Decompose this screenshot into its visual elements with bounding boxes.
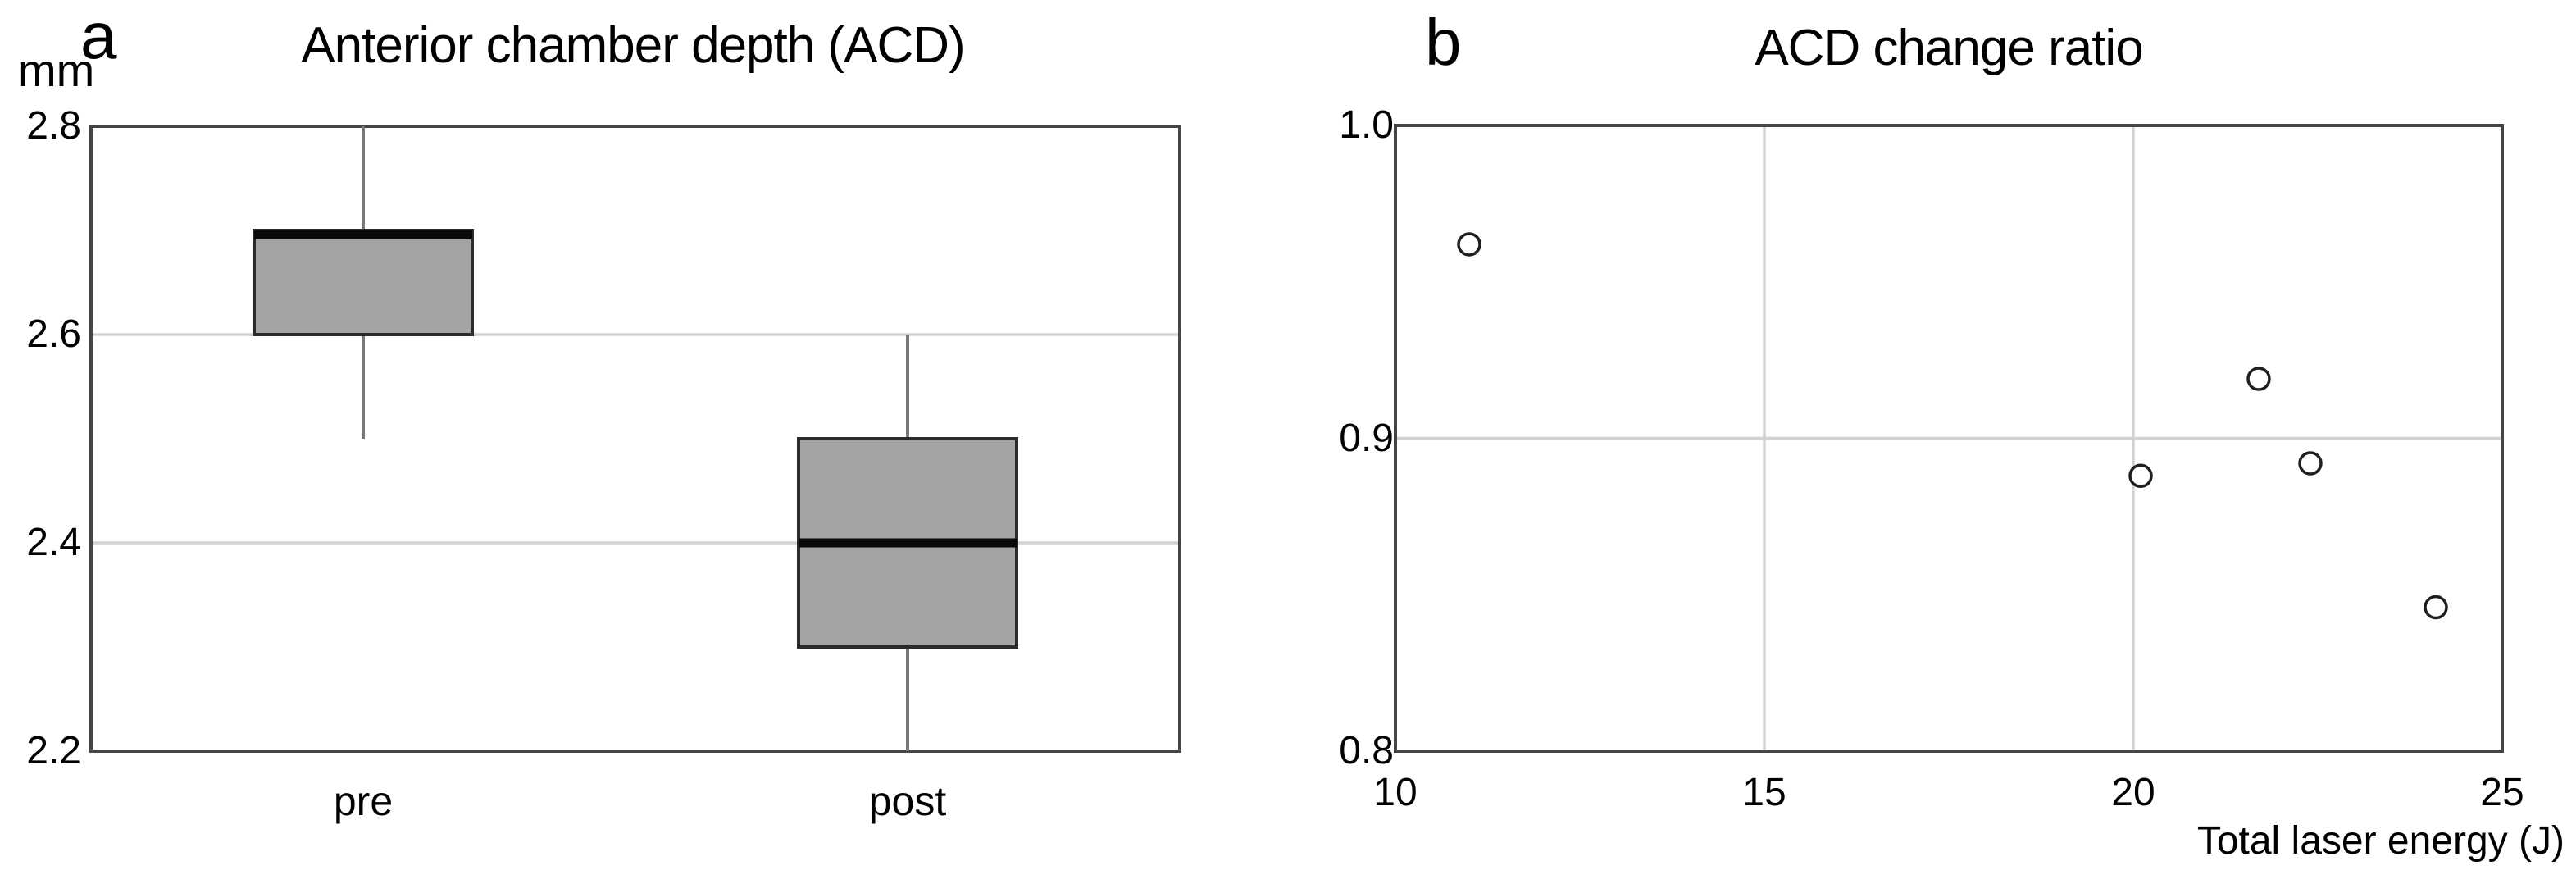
y-tick-label-a-2.2: 2.2	[26, 729, 81, 772]
x-axis-title: Total laser energy (J)	[2196, 819, 2565, 863]
category-label-post: post	[868, 778, 947, 824]
y-tick-label-b-0.9: 0.9	[1339, 416, 1394, 460]
scatter-point	[2424, 595, 2448, 620]
panel-b-title: ACD change ratio	[1755, 20, 2143, 76]
plot-frame-a	[89, 125, 1181, 753]
y-tick-label-a-2.4: 2.4	[26, 521, 81, 564]
box-pre	[253, 229, 474, 336]
y-tick-label-a-2.8: 2.8	[26, 104, 81, 148]
x-tick-label-b-20: 20	[2111, 771, 2155, 814]
scatter-point	[1457, 232, 1481, 257]
scatter-point	[2298, 451, 2323, 476]
scatter-point	[2128, 463, 2153, 489]
panel-a-title: Anterior chamber depth (ACD)	[301, 17, 965, 74]
plot-frame-b	[1394, 124, 2504, 753]
y-tick-label-a-2.6: 2.6	[26, 312, 81, 356]
panel-b-letter: b	[1425, 6, 1462, 79]
x-tick-label-b-25: 25	[2480, 771, 2524, 814]
x-tick-label-b-10: 10	[1373, 771, 1418, 814]
category-label-pre: pre	[333, 778, 394, 824]
scatter-point	[2246, 367, 2271, 391]
panel-a-letter: a	[80, 0, 117, 72]
y-tick-label-b-0.8: 0.8	[1339, 729, 1394, 772]
y-tick-label-b-1.0: 1.0	[1339, 103, 1394, 147]
x-tick-label-b-15: 15	[1742, 771, 1786, 814]
y-axis-unit-label: mm	[18, 44, 95, 96]
